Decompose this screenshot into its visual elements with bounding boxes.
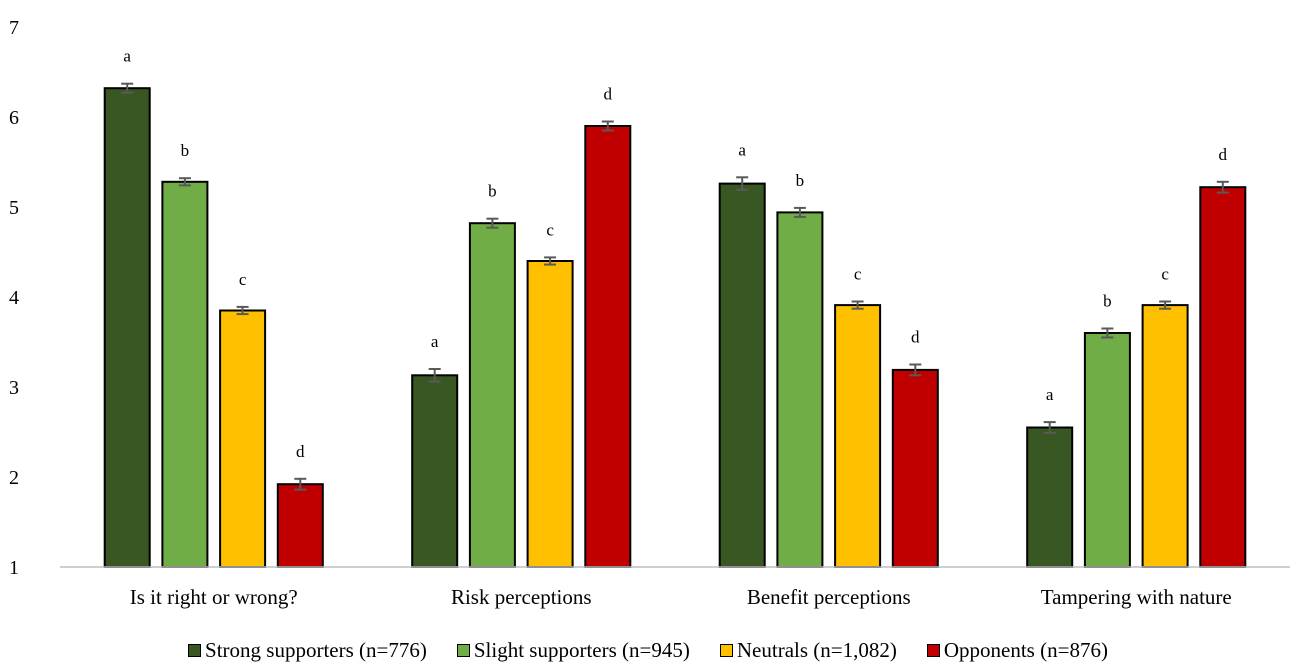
y-tick-label: 4 — [9, 287, 19, 309]
y-tick-label: 3 — [9, 377, 19, 399]
bar-group: a b c d — [1026, 145, 1247, 568]
error-bar — [294, 477, 307, 491]
legend-label: Neutrals (n=1,082) — [736, 637, 897, 662]
bar — [834, 304, 882, 568]
legend-swatch — [719, 643, 733, 657]
bar — [219, 309, 267, 568]
bar — [161, 180, 209, 569]
significance-label: b — [796, 171, 805, 190]
significance-label: b — [181, 141, 190, 160]
x-category-label: Tampering with nature — [1041, 585, 1232, 609]
bar — [1199, 186, 1247, 568]
legend-label: Opponents (n=876) — [943, 637, 1108, 662]
legend: Strong supporters (n=776) Slight supporte… — [0, 636, 1296, 664]
bar — [276, 483, 324, 569]
error-bar — [544, 256, 557, 266]
error-bar — [486, 217, 499, 229]
y-axis: 1 2 3 4 5 6 7 — [9, 17, 19, 579]
legend-swatch — [188, 643, 202, 657]
bar — [776, 211, 824, 568]
significance-label: d — [1219, 145, 1228, 164]
bar — [1026, 426, 1074, 568]
significance-label: a — [738, 140, 746, 159]
error-bar — [428, 368, 441, 383]
x-axis: Is it right or wrong? Risk perceptions Ben… — [130, 585, 1232, 609]
bar — [584, 125, 632, 568]
bar — [103, 87, 151, 568]
legend-swatch — [456, 643, 470, 657]
legend-label: Strong supporters (n=776) — [205, 637, 427, 662]
significance-label: d — [911, 328, 920, 347]
bar — [1141, 304, 1189, 568]
legend-item: Opponents (n=876) — [926, 637, 1108, 663]
significance-label: a — [431, 332, 439, 351]
bar-group: a b c d — [103, 47, 324, 569]
significance-label: a — [123, 47, 131, 66]
error-bar — [236, 305, 249, 316]
significance-label: a — [1046, 385, 1054, 404]
bar-group: a b c d — [718, 140, 939, 568]
error-bar — [793, 206, 806, 218]
legend-item: Strong supporters (n=776) — [188, 638, 427, 663]
legend-item: Slight supporters (n=945) — [456, 637, 690, 663]
bars-layer: a b c d a b c d a b c d a b c d — [103, 47, 1247, 569]
y-tick-label: 2 — [9, 467, 19, 489]
bar — [718, 182, 766, 568]
bar — [468, 222, 516, 568]
bar — [1083, 332, 1131, 568]
error-bar — [909, 363, 922, 377]
significance-label: b — [1103, 292, 1112, 311]
y-tick-label: 6 — [9, 107, 19, 129]
error-bar — [121, 82, 134, 94]
legend-label: Slight supporters (n=945) — [473, 637, 690, 662]
legend-swatch — [926, 643, 940, 657]
significance-label: c — [239, 270, 247, 289]
y-tick-label: 7 — [9, 17, 19, 39]
significance-label: d — [604, 85, 613, 104]
significance-label: c — [1161, 265, 1169, 284]
significance-label: c — [854, 265, 862, 284]
bar — [526, 260, 574, 568]
error-bar — [1101, 327, 1114, 339]
x-category-label: Risk perceptions — [451, 585, 592, 609]
error-bar — [736, 176, 749, 191]
error-bar — [1159, 300, 1172, 310]
bar-group: a b c d — [411, 85, 632, 568]
bar — [891, 368, 939, 568]
significance-label: d — [296, 442, 305, 461]
error-bar — [178, 177, 191, 187]
x-category-label: Benefit perceptions — [747, 585, 911, 609]
error-bar — [1216, 180, 1229, 194]
error-bar — [601, 120, 614, 132]
y-tick-label: 5 — [9, 197, 19, 219]
x-category-label: Is it right or wrong? — [130, 585, 298, 609]
error-bar — [1043, 421, 1056, 434]
bar — [411, 374, 459, 568]
significance-label: c — [546, 220, 554, 239]
legend-item: Neutrals (n=1,082) — [719, 637, 897, 663]
y-tick-label: 1 — [9, 557, 19, 579]
significance-label: b — [488, 182, 497, 201]
error-bar — [851, 300, 864, 310]
